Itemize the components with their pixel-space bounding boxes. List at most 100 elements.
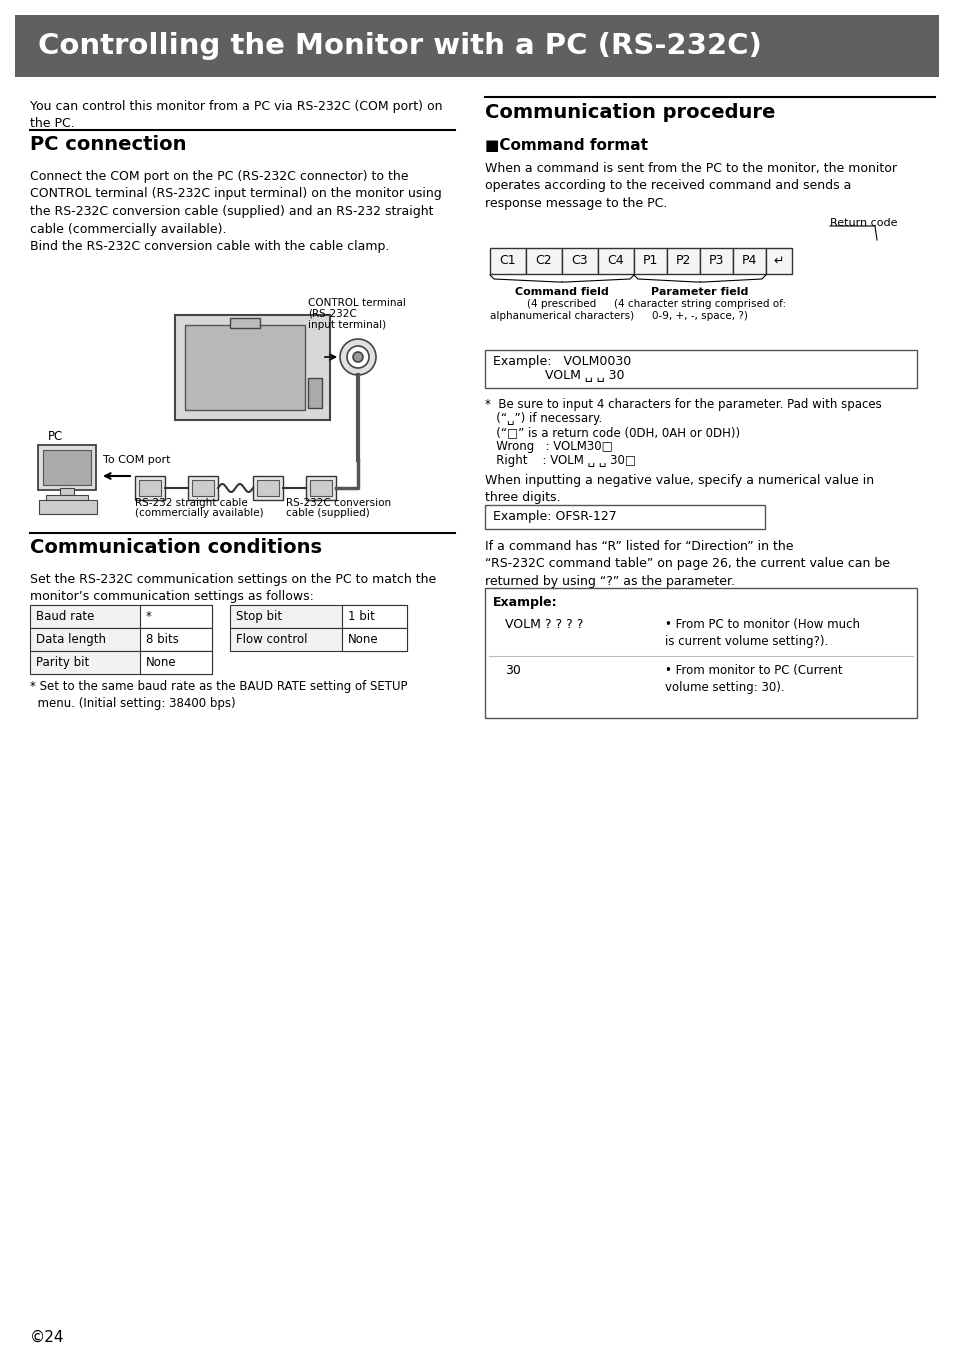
FancyBboxPatch shape [46,495,88,504]
FancyBboxPatch shape [256,481,278,495]
Bar [30,605,212,628]
Bar [140,605,212,628]
Text: Return code: Return code [829,217,897,228]
Bar [341,605,407,628]
Text: To COM port: To COM port [103,455,171,464]
FancyBboxPatch shape [60,487,74,495]
Text: (4 character string comprised of:: (4 character string comprised of: [614,298,785,309]
Bar [484,505,764,529]
Text: When a command is sent from the PC to the monitor, the monitor
operates accordin: When a command is sent from the PC to th… [484,162,896,211]
Bar [484,589,916,718]
Text: C2: C2 [536,255,552,267]
Text: P2: P2 [675,255,691,267]
FancyBboxPatch shape [38,446,96,490]
Text: Example: OFSR-127: Example: OFSR-127 [493,510,616,522]
FancyBboxPatch shape [253,477,283,500]
Text: *: * [146,610,152,622]
Text: C1: C1 [499,255,516,267]
Text: 30: 30 [504,664,520,676]
Bar [598,248,634,274]
Bar [230,605,407,628]
Text: 0-9, +, -, space, ?): 0-9, +, -, space, ?) [652,310,747,321]
Bar [634,248,666,274]
FancyBboxPatch shape [39,500,97,514]
Text: PC connection: PC connection [30,135,186,154]
FancyBboxPatch shape [310,481,332,495]
Text: cable (supplied): cable (supplied) [286,508,370,518]
FancyBboxPatch shape [135,477,165,500]
Text: ↵: ↵ [773,255,783,267]
Bar [765,248,791,274]
Text: Communication procedure: Communication procedure [484,103,775,122]
Text: (commercially available): (commercially available) [135,508,263,518]
Text: ■Command format: ■Command format [484,138,647,153]
Text: Set the RS-232C communication settings on the PC to match the
monitor’s communic: Set the RS-232C communication settings o… [30,572,436,603]
Text: C3: C3 [571,255,588,267]
Text: VOLM ␣ ␣ 30: VOLM ␣ ␣ 30 [493,369,624,382]
Text: Controlling the Monitor with a PC (RS-232C): Controlling the Monitor with a PC (RS-23… [38,32,761,59]
Text: (“□” is a return code (0DH, 0AH or 0DH)): (“□” is a return code (0DH, 0AH or 0DH)) [484,427,740,439]
FancyBboxPatch shape [230,319,260,328]
Text: • From monitor to PC (Current
volume setting: 30).: • From monitor to PC (Current volume set… [664,664,841,694]
Text: Communication conditions: Communication conditions [30,539,322,558]
Text: If a command has “R” listed for “Direction” in the
“RS-232C command table” on pa: If a command has “R” listed for “Directi… [484,540,889,589]
Bar [525,248,561,274]
Bar [484,350,916,387]
Bar [140,651,212,674]
Circle shape [339,339,375,375]
FancyBboxPatch shape [174,315,330,420]
Text: *  Be sure to input 4 characters for the parameter. Pad with spaces: * Be sure to input 4 characters for the … [484,398,881,410]
Text: Stop bit: Stop bit [235,610,282,622]
Text: PC: PC [48,431,63,443]
Bar [700,248,732,274]
Bar [15,15,938,77]
Text: P1: P1 [642,255,658,267]
Circle shape [353,352,363,362]
Text: input terminal): input terminal) [308,320,386,329]
Text: 8 bits: 8 bits [146,633,178,647]
Bar [30,651,212,674]
Text: Flow control: Flow control [235,633,307,647]
FancyBboxPatch shape [308,378,322,408]
Text: Wrong   : VOLM30□: Wrong : VOLM30□ [484,440,612,454]
Text: alphanumerical characters): alphanumerical characters) [490,310,634,321]
Text: When inputting a negative value, specify a numerical value in
three digits.: When inputting a negative value, specify… [484,474,873,505]
Text: P4: P4 [741,255,757,267]
Text: ©24: ©24 [30,1330,65,1345]
Text: Data length: Data length [36,633,106,647]
Text: Parity bit: Parity bit [36,656,90,670]
Bar [732,248,765,274]
Circle shape [347,346,369,369]
FancyBboxPatch shape [192,481,213,495]
Bar [341,628,407,651]
Text: Connect the COM port on the PC (RS-232C connector) to the
CONTROL terminal (RS-2: Connect the COM port on the PC (RS-232C … [30,170,441,252]
Text: (4 prescribed: (4 prescribed [527,298,596,309]
Text: None: None [146,656,176,670]
Text: RS-232C conversion: RS-232C conversion [286,498,391,508]
Text: (“␣”) if necessary.: (“␣”) if necessary. [484,412,601,425]
Text: Example:: Example: [493,595,558,609]
Text: • From PC to monitor (How much
is current volume setting?).: • From PC to monitor (How much is curren… [664,618,859,648]
Text: Right    : VOLM ␣ ␣ 30□: Right : VOLM ␣ ␣ 30□ [484,454,636,467]
Text: You can control this monitor from a PC via RS-232C (COM port) on
the PC.: You can control this monitor from a PC v… [30,100,442,130]
FancyBboxPatch shape [188,477,218,500]
Text: * Set to the same baud rate as the BAUD RATE setting of SETUP
  menu. (Initial s: * Set to the same baud rate as the BAUD … [30,680,407,710]
Bar [230,628,407,651]
Bar [666,248,700,274]
FancyBboxPatch shape [139,481,161,495]
Text: Parameter field: Parameter field [651,288,748,297]
Bar [140,628,212,651]
Text: CONTROL terminal: CONTROL terminal [308,298,405,308]
Text: Command field: Command field [515,288,608,297]
Text: (RS-232C: (RS-232C [308,309,356,319]
Text: VOLM ? ? ? ?: VOLM ? ? ? ? [504,618,583,630]
Text: P3: P3 [708,255,723,267]
Text: Baud rate: Baud rate [36,610,94,622]
Text: None: None [348,633,378,647]
Bar [490,248,525,274]
Bar [30,628,212,651]
FancyBboxPatch shape [306,477,335,500]
FancyBboxPatch shape [43,450,91,485]
Text: Example:   VOLM0030: Example: VOLM0030 [493,355,631,369]
Text: RS-232 straight cable: RS-232 straight cable [135,498,248,508]
